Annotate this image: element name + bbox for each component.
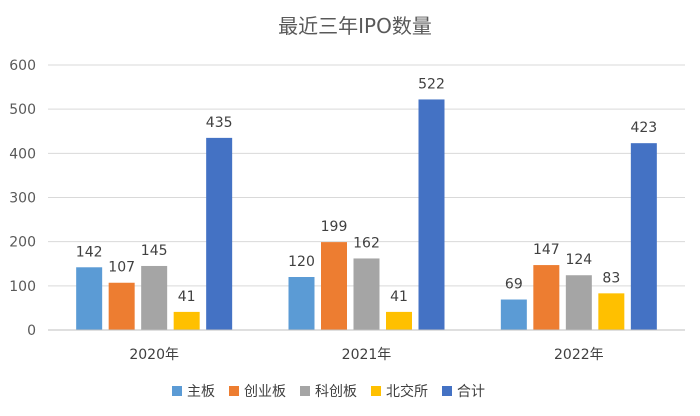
bar xyxy=(173,311,200,330)
y-axis: 0 100 200 300 400 500 600 xyxy=(9,58,36,339)
x-tick-label: 2021年 xyxy=(342,347,392,363)
data-label: 69 xyxy=(505,277,523,293)
y-tick-label: 400 xyxy=(9,146,36,162)
data-label: 120 xyxy=(288,254,315,270)
data-label: 199 xyxy=(321,219,348,235)
y-tick-label: 500 xyxy=(9,102,36,118)
bars: 142 107 145 41 435 120 199 162 41 522 69 147 124 83 42… xyxy=(76,76,657,330)
legend-label: 创业板 xyxy=(244,384,286,400)
bar xyxy=(353,258,380,330)
data-label: 107 xyxy=(108,260,135,276)
bar xyxy=(500,299,527,330)
y-tick-label: 600 xyxy=(9,58,36,74)
legend: 主板 创业板 科创板 北交所 合计 xyxy=(172,383,485,400)
bar xyxy=(533,265,560,330)
bar xyxy=(418,99,445,330)
legend-swatch xyxy=(172,386,182,396)
data-label: 162 xyxy=(353,235,380,251)
legend-swatch xyxy=(371,386,381,396)
y-tick-label: 0 xyxy=(27,323,36,339)
legend-label: 合计 xyxy=(457,384,485,400)
data-label: 145 xyxy=(141,243,168,259)
y-tick-label: 300 xyxy=(9,191,36,207)
x-tick-label: 2022年 xyxy=(554,347,604,363)
data-label: 41 xyxy=(178,289,196,305)
bar xyxy=(76,267,103,330)
legend-label: 科创板 xyxy=(315,384,357,400)
data-label: 124 xyxy=(565,252,592,268)
data-label: 423 xyxy=(630,120,657,136)
data-label: 147 xyxy=(533,242,560,258)
bar xyxy=(565,275,592,330)
data-label: 522 xyxy=(418,76,445,92)
data-label: 435 xyxy=(206,115,233,131)
data-label: 142 xyxy=(76,244,103,260)
bar xyxy=(108,282,135,330)
bar xyxy=(598,293,625,330)
bar xyxy=(206,137,233,330)
bar xyxy=(321,242,347,330)
legend-swatch xyxy=(300,386,310,396)
x-axis: 2020年 2021年 2022年 xyxy=(48,329,685,363)
data-label: 83 xyxy=(602,270,620,286)
legend-swatch xyxy=(229,386,239,396)
bar xyxy=(386,311,412,330)
legend-label: 主板 xyxy=(187,384,215,400)
chart-title: 最近三年IPO数量 xyxy=(278,14,432,38)
y-tick-label: 200 xyxy=(9,235,36,251)
bar xyxy=(141,265,168,330)
bar xyxy=(630,143,657,330)
legend-swatch xyxy=(442,386,452,396)
bar xyxy=(288,277,315,330)
legend-label: 北交所 xyxy=(386,383,428,400)
y-tick-label: 100 xyxy=(9,279,36,295)
x-tick-label: 2020年 xyxy=(129,347,179,363)
data-label: 41 xyxy=(390,289,408,305)
